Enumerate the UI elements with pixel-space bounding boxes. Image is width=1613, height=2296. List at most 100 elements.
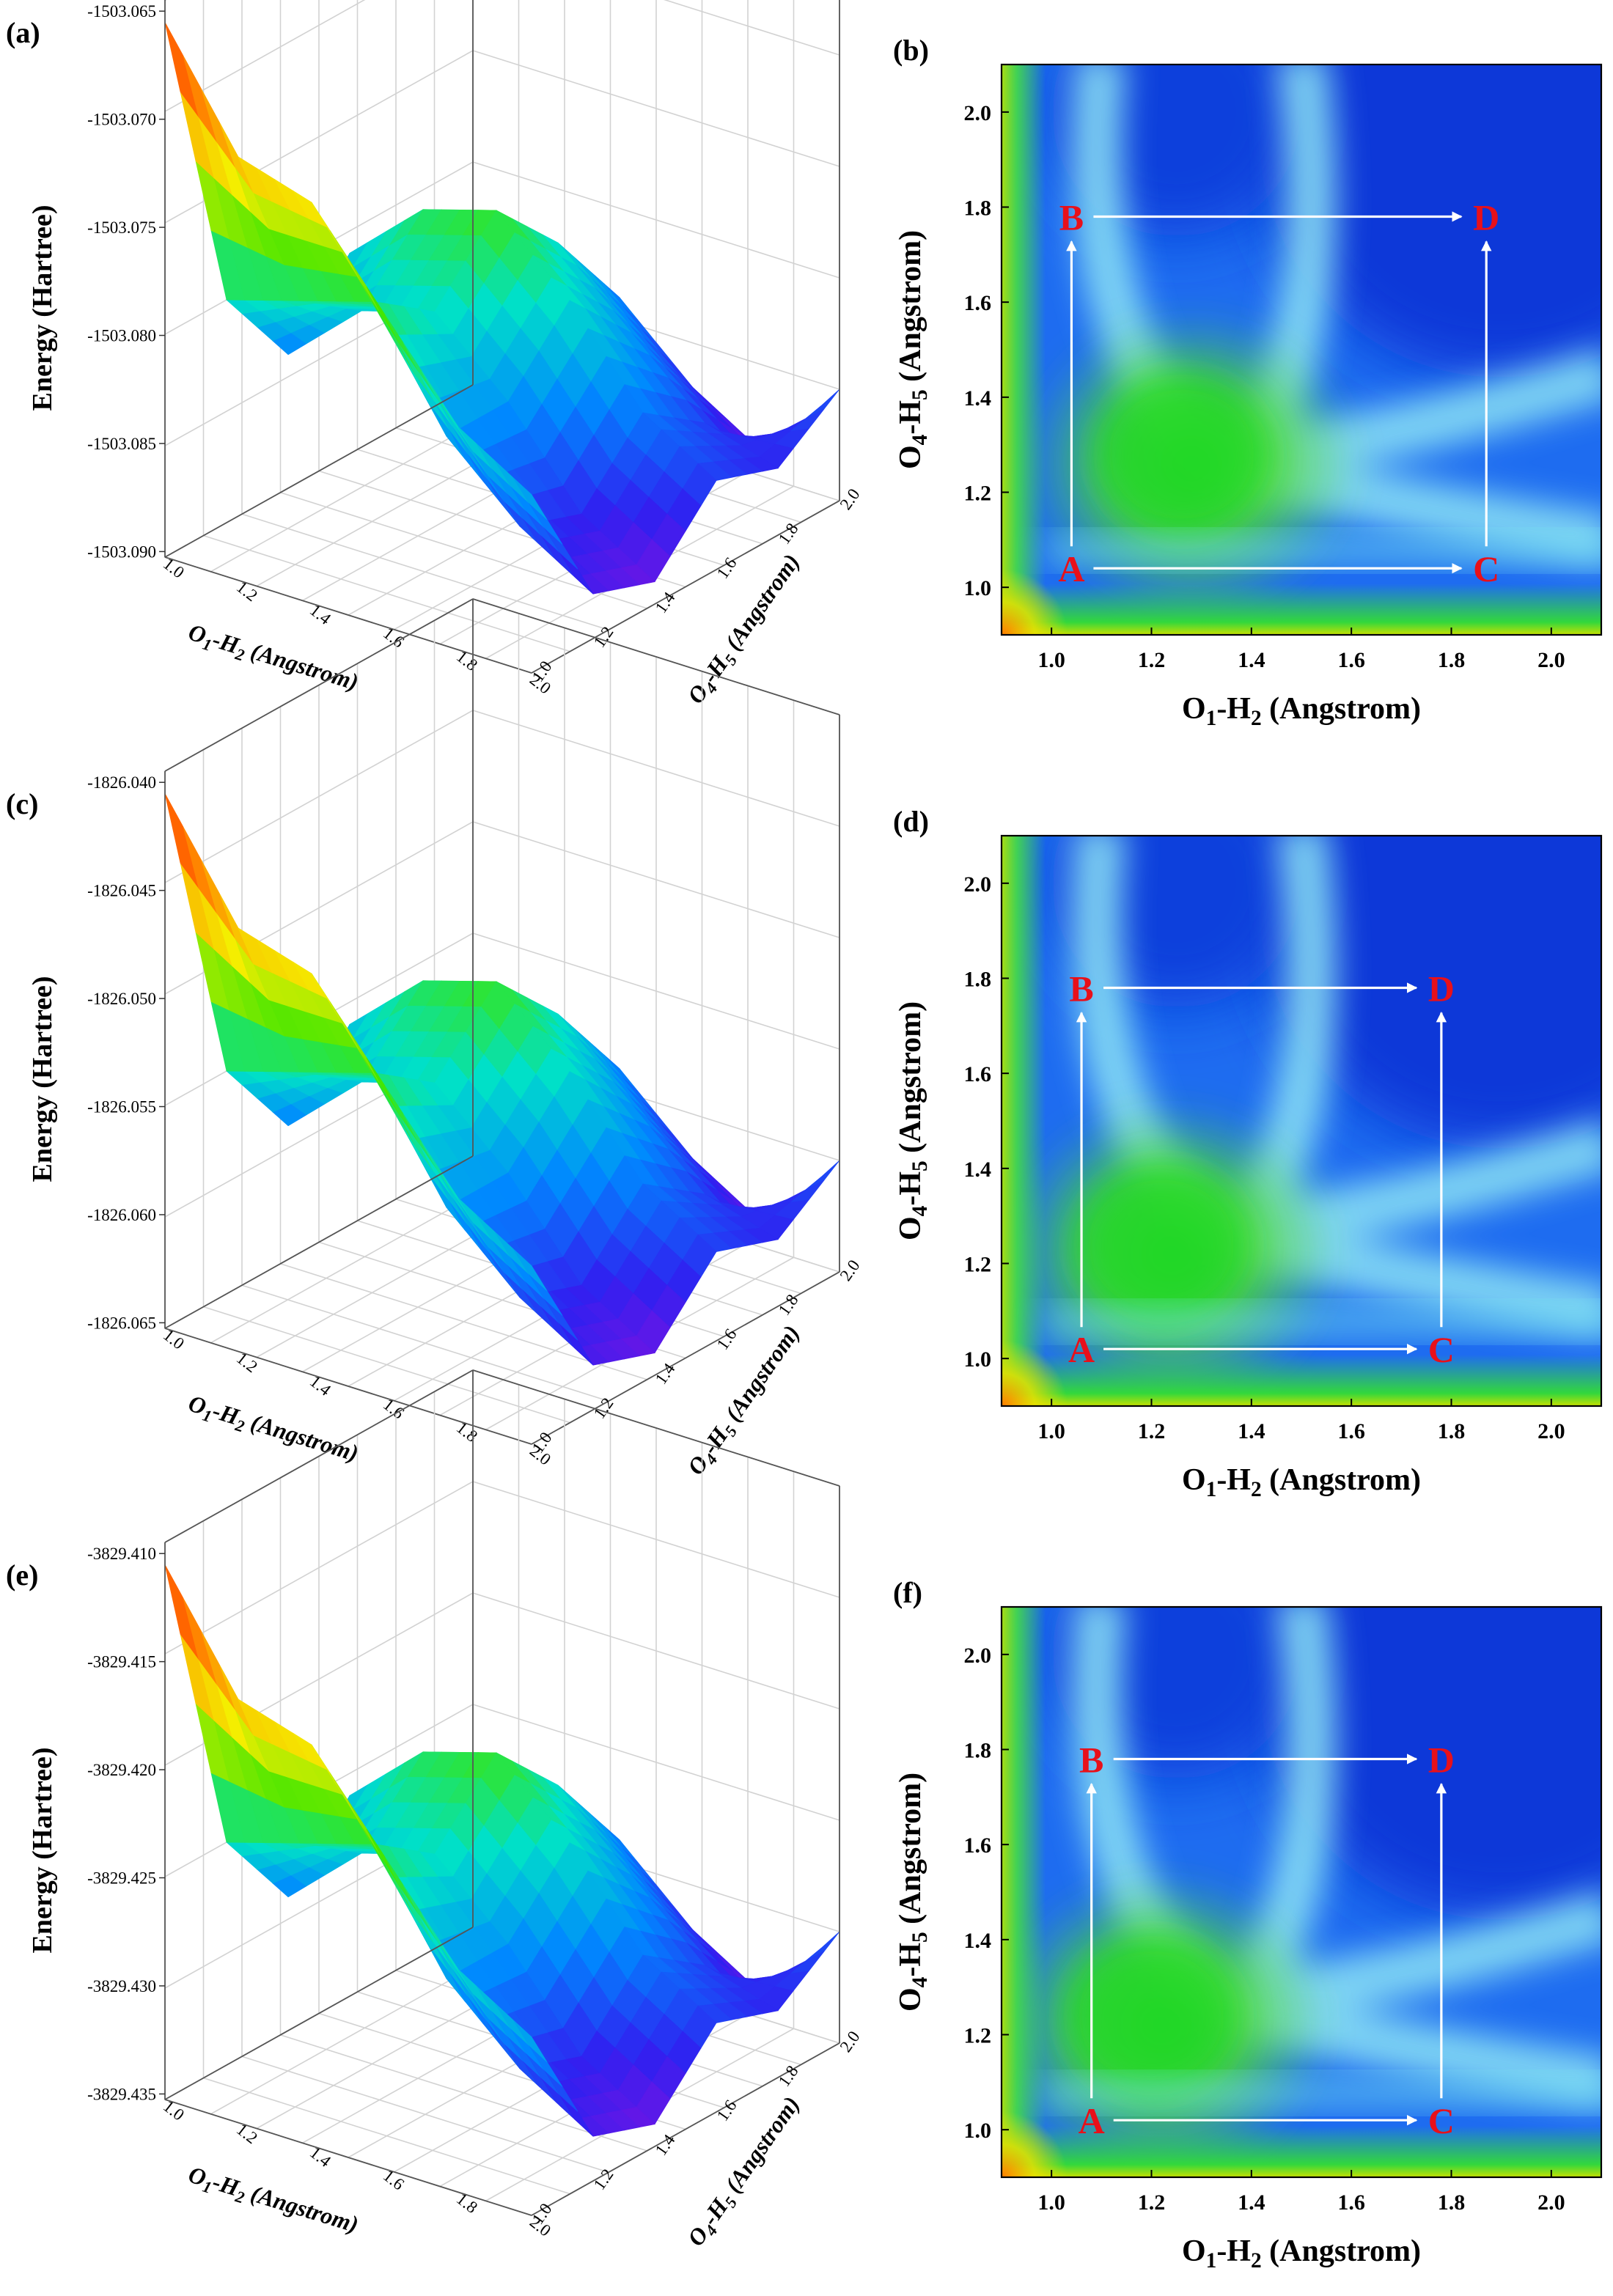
z-tick-label: -3829.430 <box>87 1977 156 1995</box>
x-tick-label: 2.0 <box>1537 648 1565 672</box>
box-edge <box>164 1369 474 1543</box>
x-tick-label: 1.0 <box>160 2097 188 2124</box>
z-tick-label: -1826.055 <box>87 1098 156 1116</box>
x-tick-label: 1.2 <box>1138 648 1166 672</box>
surface-panel-(c): (c)-1826.040-1826.045-1826.050-1826.055-… <box>6 597 864 1479</box>
panel-label: (d) <box>893 805 929 838</box>
title-part: (Angstrom) <box>1262 2234 1421 2268</box>
cyan-band <box>1046 1307 1601 1336</box>
x-axis-title: O1-H2 (Angstrom) <box>185 2161 362 2241</box>
surface-facet <box>164 22 199 117</box>
y-tick-label: 1.8 <box>964 1739 992 1763</box>
bottom-edge-band <box>1002 1355 1601 1406</box>
title-part: O <box>894 1987 927 2012</box>
title-part: (Angstrom) <box>894 1001 927 1160</box>
contour-field <box>1002 65 1601 635</box>
contour-panel-(d): (d) 1.0 1.2 1.4 1.6 1.8 2.0 1.0 1.2 1.4 1.6 1.8 2.0 O… <box>893 805 1603 1501</box>
point-label-B: B <box>1079 1739 1103 1780</box>
plot-frame <box>1000 63 1603 636</box>
point-label-A: A <box>1068 1329 1095 1370</box>
box-edges <box>164 0 840 674</box>
z-tick-label: -3829.420 <box>87 1761 156 1779</box>
x-axis-title: O1-H2 (Angstrom) <box>185 1390 362 1470</box>
x-tick-label: 1.6 <box>1337 2190 1365 2215</box>
field-deep-blue <box>1259 836 1601 1149</box>
title-part: (Angstrom) <box>1262 1463 1421 1497</box>
surface-facet <box>512 1248 548 1291</box>
field-deep-blue <box>1259 1607 1601 1921</box>
left-edge-band <box>1002 836 1046 1406</box>
z-tick-label: -1503.090 <box>87 542 156 561</box>
x-tick-label: 1.2 <box>1138 2190 1166 2215</box>
surface-facet <box>789 1180 825 1203</box>
x-tick-label: 1.8 <box>1438 648 1466 672</box>
title-part: 1 <box>1206 2249 1217 2273</box>
point-label-A: A <box>1058 548 1084 589</box>
plot-frame <box>1000 1605 1603 2179</box>
z-tick-label: -1503.065 <box>87 2 156 21</box>
corner-hot <box>1002 1340 1068 1406</box>
z-axis-title: Energy (Hartree) <box>27 205 58 411</box>
x-axis-title: O1-H2 (Angstrom) <box>1182 1463 1421 1501</box>
y-tick-label: 1.4 <box>964 386 992 411</box>
x-tick-label: 1.6 <box>1337 648 1365 672</box>
field-deep-blue <box>1259 65 1601 378</box>
point-label-B: B <box>1069 968 1093 1009</box>
title-part: -H <box>894 1171 927 1206</box>
z-tick-label: -1503.080 <box>87 327 156 345</box>
panel-label: (c) <box>6 787 38 820</box>
x-tick-label: 1.4 <box>306 600 334 628</box>
y-tick-label: 1.6 <box>964 1062 992 1086</box>
y-axis-title: O4-H5 (Angstrom) <box>894 1773 932 2012</box>
point-label-C: C <box>1428 2100 1455 2141</box>
panel-label: (e) <box>6 1559 38 1592</box>
x-tick-label: 2.0 <box>1537 2190 1565 2215</box>
box-edge <box>531 2042 840 2216</box>
box-edge <box>164 2099 532 2216</box>
x-tick-label: 1.0 <box>1037 2190 1065 2215</box>
left-edge-band <box>1002 65 1046 635</box>
saddle-core <box>1063 1935 1240 2097</box>
box-edge <box>164 556 532 674</box>
contour-field <box>1002 836 1601 1406</box>
title-part: (Angstrom) <box>242 2178 361 2237</box>
box-edges <box>164 1369 840 2216</box>
box-edge <box>164 384 474 558</box>
x-tick-label: 1.8 <box>453 2190 481 2217</box>
x-tick-label: 1.2 <box>233 1349 261 1376</box>
z-axis: -1826.040 -1826.045 -1826.050 -1826.055 -182… <box>27 773 165 1332</box>
title-part: O <box>1182 2234 1206 2268</box>
x-tick-label: 1.6 <box>380 2166 408 2193</box>
title-part: 1 <box>1206 707 1217 730</box>
y-axis-title: O4-H5 (Angstrom) <box>682 2091 807 2253</box>
contour-panel-(b): (b) 1.0 1.2 1.4 1.6 1.8 2.0 1.0 1.2 1.4 1.6 1.8 2.0 O… <box>893 34 1603 730</box>
y-tick-label: 1.8 <box>964 196 992 221</box>
box-edge <box>164 1155 474 1329</box>
energy-surface <box>164 1564 840 2137</box>
y-axis-title: O4-H5 (Angstrom) <box>894 1001 932 1240</box>
cyan-band <box>1046 2078 1601 2108</box>
box-edge <box>164 1328 532 1445</box>
surface-facet <box>512 2020 548 2062</box>
title-part: (Angstrom) <box>894 230 927 389</box>
title-part: 4 <box>908 434 932 445</box>
title-part: (Angstrom) <box>242 636 361 695</box>
x-tick-label: 1.4 <box>306 2143 334 2171</box>
panel-label: (b) <box>893 34 929 67</box>
box-edges <box>164 598 840 1445</box>
y-axis-title: O4-H5 (Angstrom) <box>894 230 932 469</box>
y-tick-label: 1.6 <box>964 291 992 315</box>
z-gridline <box>164 710 840 883</box>
z-axis-title: Energy (Hartree) <box>27 976 58 1182</box>
z-tick-label: -1503.075 <box>87 218 156 237</box>
reaction-arrows <box>1076 982 1447 1355</box>
x-tick-label: 1.0 <box>160 554 188 581</box>
y-tick-label: 1.0 <box>964 576 992 600</box>
z-axis: -3829.410 -3829.415 -3829.420 -3829.425 -382… <box>27 1545 165 2103</box>
x-tick-label: 1.4 <box>1238 1419 1265 1443</box>
energy-surface <box>164 22 840 595</box>
y-tick-label: 1.4 <box>964 1929 992 1953</box>
z-tick-label: -1503.070 <box>87 111 156 129</box>
